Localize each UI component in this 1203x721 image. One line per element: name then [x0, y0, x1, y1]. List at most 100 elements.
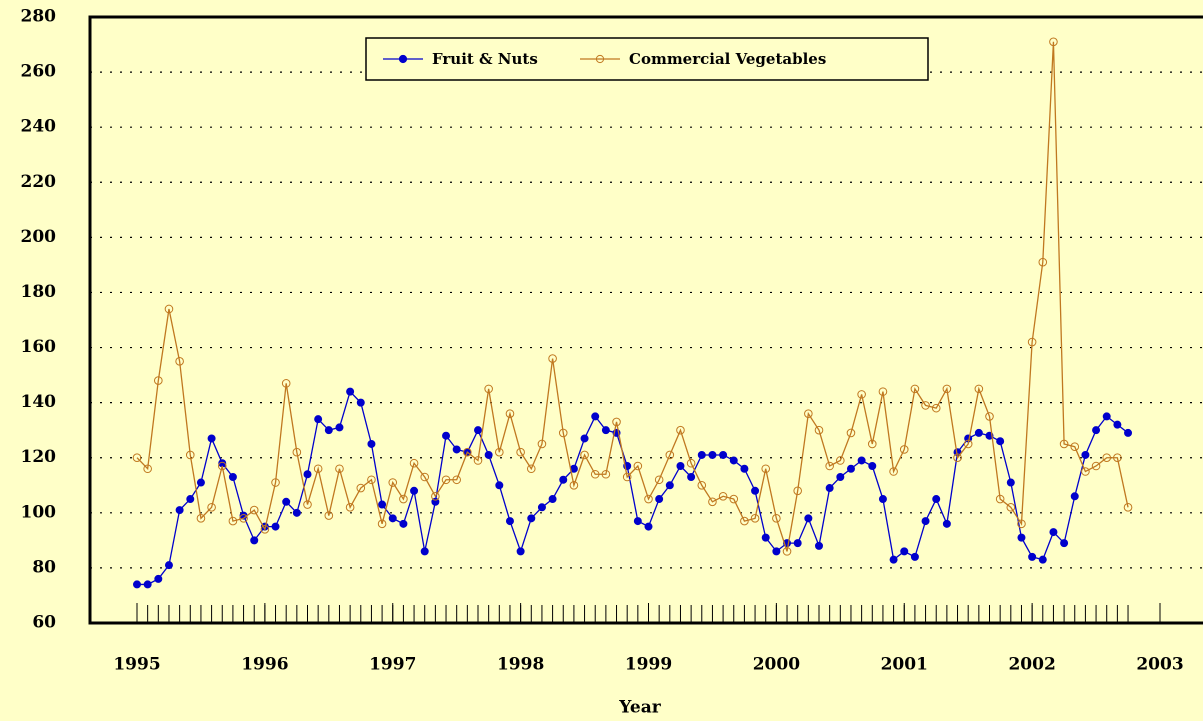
y-tick-label: 80 — [32, 557, 56, 577]
point — [910, 552, 919, 561]
point — [154, 376, 163, 385]
point — [931, 403, 941, 413]
y-tick-label: 180 — [21, 282, 57, 302]
point — [1006, 478, 1015, 487]
x-tick-label: 2000 — [753, 655, 800, 675]
point — [388, 478, 398, 487]
point — [1092, 426, 1101, 435]
point — [335, 464, 344, 474]
point — [569, 480, 579, 490]
point — [815, 541, 823, 550]
point — [761, 464, 771, 474]
point — [537, 439, 547, 449]
point — [132, 453, 142, 463]
point — [186, 495, 195, 504]
point — [1006, 503, 1016, 512]
point — [1102, 412, 1111, 421]
point — [164, 304, 174, 314]
point — [324, 426, 333, 435]
y-tick-label: 280 — [21, 7, 57, 27]
point — [804, 514, 813, 523]
point — [633, 517, 642, 526]
point — [921, 517, 930, 526]
point — [814, 425, 824, 435]
point — [708, 450, 717, 459]
x-tick-label: 1997 — [369, 655, 416, 675]
point — [356, 483, 366, 493]
point — [1060, 539, 1069, 548]
point — [292, 447, 302, 457]
point — [164, 561, 173, 570]
point — [1123, 503, 1133, 512]
point — [548, 354, 557, 363]
point — [484, 450, 493, 459]
point — [932, 495, 941, 504]
point — [441, 475, 451, 485]
point — [878, 387, 888, 396]
point — [346, 387, 355, 396]
point — [228, 516, 238, 526]
point — [260, 525, 270, 534]
x-tick-label: 2002 — [1008, 655, 1055, 675]
x-tick-label: 1998 — [497, 655, 544, 675]
point — [175, 357, 184, 366]
point — [303, 500, 312, 509]
point — [420, 472, 430, 482]
point — [388, 514, 397, 523]
point — [399, 519, 408, 528]
point — [644, 522, 653, 531]
point — [1102, 453, 1112, 463]
x-tick-label: 2003 — [1136, 655, 1183, 675]
point — [410, 486, 419, 495]
point — [431, 491, 440, 501]
point — [676, 425, 685, 435]
point — [995, 494, 1005, 504]
point — [761, 533, 770, 542]
point — [452, 445, 461, 454]
point — [825, 461, 834, 471]
y-tick-label: 120 — [21, 447, 57, 467]
y-tick-label: 200 — [21, 227, 57, 247]
point — [239, 514, 248, 523]
point — [314, 415, 323, 424]
x-tick-label: 1999 — [625, 655, 672, 675]
point — [559, 475, 568, 484]
point — [463, 447, 472, 457]
point — [505, 517, 514, 526]
point — [442, 431, 451, 440]
point — [1028, 552, 1037, 561]
point — [292, 508, 301, 517]
point — [1124, 428, 1133, 437]
point — [644, 494, 653, 504]
point — [484, 384, 493, 394]
point — [271, 478, 280, 487]
point — [782, 547, 792, 556]
point — [687, 473, 696, 482]
point — [378, 500, 387, 509]
point — [548, 495, 557, 504]
point — [612, 417, 621, 427]
point — [889, 467, 898, 476]
point — [473, 456, 483, 465]
point — [1017, 533, 1026, 542]
point — [154, 574, 163, 583]
point — [367, 439, 376, 448]
point — [1027, 337, 1037, 347]
point — [718, 491, 728, 501]
point — [889, 555, 898, 564]
point — [868, 461, 877, 470]
point — [271, 522, 280, 531]
point — [452, 475, 461, 485]
point — [324, 511, 334, 520]
legend-label: Fruit & Nuts — [432, 50, 538, 68]
point — [963, 439, 973, 449]
point — [772, 547, 781, 556]
point — [250, 536, 259, 545]
point — [580, 434, 589, 443]
point — [857, 456, 866, 465]
point — [921, 401, 930, 410]
y-tick-label: 220 — [21, 172, 57, 192]
point — [729, 456, 738, 465]
point — [175, 506, 184, 515]
point — [601, 469, 611, 479]
